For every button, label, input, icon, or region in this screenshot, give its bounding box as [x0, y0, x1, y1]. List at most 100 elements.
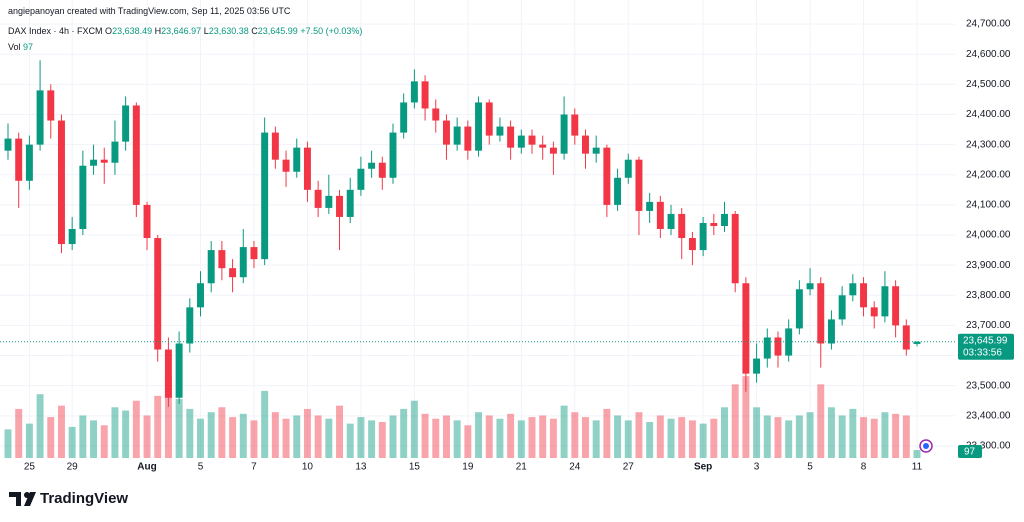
candle-body: [603, 147, 611, 205]
volume-bar: [218, 407, 226, 458]
candle-body: [378, 162, 386, 178]
volume-bar: [132, 400, 140, 458]
candle-body: [325, 195, 333, 208]
candle-body: [453, 126, 461, 145]
x-tick-label: 11: [912, 462, 923, 473]
candle-body: [517, 135, 525, 148]
candle-body: [721, 213, 728, 226]
volume-bar: [229, 417, 237, 458]
volume-bar: [154, 395, 162, 458]
volume-bar: [90, 420, 98, 458]
y-tick-label: 23,800.00: [966, 290, 1011, 301]
ohlc-value: 23,645.99: [257, 26, 298, 36]
volume-key: Vol: [8, 42, 21, 52]
last-volume-box: [958, 445, 982, 458]
volume-bar: [656, 415, 664, 458]
logo: TradingView: [9, 490, 128, 507]
volume-bar: [539, 415, 547, 458]
countdown: 03:33:56: [963, 347, 1002, 358]
volume-bar: [143, 415, 151, 458]
x-tick-label: 8: [861, 462, 867, 473]
volume-bar: [68, 426, 76, 458]
x-tick-label: Sep: [694, 462, 712, 473]
volume-bar: [36, 394, 44, 458]
candle-body: [79, 165, 87, 229]
candle-body: [678, 213, 686, 239]
volume-bar: [742, 376, 750, 458]
volume-bar: [614, 415, 622, 458]
candle-body: [785, 328, 793, 356]
volume-bar: [293, 415, 301, 458]
candle-body: [688, 238, 696, 251]
candle-body: [496, 126, 504, 136]
volume-bar: [892, 413, 900, 458]
x-tick-label: Aug: [137, 462, 156, 473]
logo-dot: [24, 492, 30, 498]
candle-body: [806, 283, 814, 290]
x-tick-label: 21: [516, 462, 528, 473]
candle-body: [795, 289, 803, 329]
candle-body: [849, 283, 857, 296]
candle-body: [368, 162, 376, 169]
x-tick-label: 5: [807, 462, 813, 473]
x-tick-label: 7: [251, 462, 257, 473]
volume-bar: [721, 407, 728, 458]
volume-bar: [432, 418, 440, 458]
candle-body: [656, 201, 664, 229]
volume-bar: [507, 413, 515, 458]
candle-body: [186, 307, 194, 344]
y-tick-label: 23,900.00: [966, 260, 1011, 271]
volume-bar: [582, 417, 589, 458]
volume-bar: [47, 417, 55, 458]
volume-bar: [400, 408, 408, 458]
volume-bar: [753, 407, 761, 458]
volume-bar: [710, 418, 718, 458]
candle-body: [100, 159, 108, 163]
candle-body: [229, 268, 237, 278]
candle-body: [15, 138, 23, 181]
candle-body: [646, 201, 654, 211]
volume-bar: [111, 407, 119, 458]
volume-bar: [357, 417, 365, 458]
volume-bar: [410, 400, 418, 458]
candle-body: [175, 343, 183, 398]
candle-body: [261, 132, 269, 260]
candle-body: [667, 213, 675, 229]
y-tick-label: 23,300.00: [966, 441, 1011, 452]
volume-bar: [250, 420, 258, 458]
candle-body: [528, 135, 536, 145]
candle-body: [122, 105, 130, 142]
volume-bar: [336, 405, 343, 458]
volume-bar: [838, 415, 846, 458]
symbol: DAX Index · 4h · FXCM: [8, 26, 103, 36]
candle-body: [485, 102, 493, 136]
candle-body: [346, 189, 354, 217]
candle-body: [860, 283, 868, 308]
candle-body: [432, 108, 440, 121]
volume-bar: [549, 418, 557, 458]
candle-body: [817, 283, 825, 344]
volume-bar: [763, 415, 771, 458]
ohlc-value: 23,646.97: [161, 26, 202, 36]
y-tick-label: 24,600.00: [966, 49, 1011, 60]
volume-bar: [378, 422, 386, 458]
candle-body: [881, 286, 889, 317]
y-tick-label: 24,400.00: [966, 109, 1011, 120]
y-tick-label: 23,400.00: [966, 410, 1011, 421]
x-tick-label: 19: [462, 462, 474, 473]
volume-bar: [902, 415, 910, 458]
candle-body: [164, 349, 172, 398]
attribution: angiepanoyan created with TradingView.co…: [8, 6, 291, 16]
volume-pane: [4, 376, 921, 458]
y-tick-label: 24,100.00: [966, 200, 1011, 211]
x-tick-label: 29: [67, 462, 79, 473]
candle-body: [774, 337, 782, 356]
candle-body: [282, 159, 290, 172]
candle-body: [111, 141, 119, 163]
candle-body: [314, 189, 322, 208]
candle-body: [624, 159, 632, 178]
volume-bar: [57, 405, 65, 458]
volume-bar: [485, 415, 493, 458]
